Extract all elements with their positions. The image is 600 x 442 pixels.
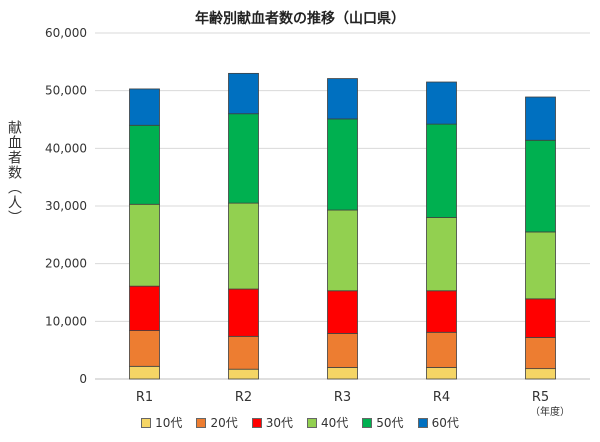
bar-segment	[426, 331, 457, 368]
x-tick-label: R4	[433, 390, 450, 405]
bar-segment	[228, 335, 259, 370]
bar-segment	[426, 367, 457, 380]
legend-item: 60代	[417, 414, 459, 431]
legend-item: 30代	[251, 414, 293, 431]
bar-segment	[426, 290, 457, 333]
legend-label: 10代	[155, 416, 183, 430]
y-tick-label: 20,000	[45, 257, 87, 271]
bar-segment	[525, 96, 556, 141]
y-tick-label: 30,000	[45, 199, 87, 213]
legend-item: 10代	[141, 414, 182, 431]
x-tick-label: R1	[136, 390, 153, 405]
bar-segment	[129, 203, 160, 287]
y-tick-label: 40,000	[45, 141, 87, 155]
bar-segment	[129, 124, 160, 205]
legend-swatch	[362, 417, 373, 428]
bar-segment	[327, 290, 358, 334]
x-axis-unit-label: （年度）	[530, 407, 570, 418]
legend-item: 40代	[307, 414, 348, 431]
y-tick-label: 50,000	[45, 84, 87, 98]
x-tick-label: R2	[235, 390, 252, 405]
y-axis-label: 献血者数（人）	[6, 120, 22, 225]
bar-segment	[327, 78, 358, 120]
bar-segment	[426, 81, 457, 125]
bar-segment	[525, 298, 556, 338]
bar-segment	[129, 365, 160, 380]
legend-swatch	[251, 417, 262, 428]
y-tick-label: 0	[79, 372, 87, 386]
bar-segment	[525, 337, 556, 370]
x-tick-label: R3	[334, 390, 351, 405]
bar-segment	[129, 88, 160, 126]
bar-segment	[228, 72, 259, 115]
bar-segment	[228, 113, 259, 204]
y-tick-label: 10,000	[45, 314, 87, 328]
legend-item: 50代	[362, 414, 404, 431]
bar-segment	[129, 285, 160, 331]
bar-segment	[228, 368, 259, 380]
x-tick-label: R5	[532, 390, 549, 405]
legend-label: 20代	[210, 416, 238, 430]
legend-label: 60代	[431, 416, 459, 430]
legend-swatch	[196, 417, 207, 428]
bar-segment	[228, 202, 259, 290]
legend-label: 40代	[321, 416, 349, 430]
legend-label: 30代	[265, 416, 293, 430]
bar-segment	[426, 217, 457, 292]
legend-swatch	[141, 417, 152, 428]
bar-segment	[525, 139, 556, 233]
legend-item: 20代	[196, 414, 238, 431]
bar-segment	[327, 367, 358, 380]
chart-title: 年齢別献血者数の推移（山口県）	[195, 11, 405, 27]
legend-label: 50代	[376, 416, 404, 430]
chart-legend: 10代 20代 30代 40代 50代 60代	[0, 414, 600, 431]
bar-segment	[228, 288, 259, 337]
legend-swatch	[307, 417, 317, 428]
bar-segment	[525, 231, 556, 300]
y-tick-label: 60,000	[45, 26, 87, 40]
bar-segment	[327, 209, 358, 292]
legend-swatch	[417, 417, 428, 428]
bar-segment	[129, 330, 160, 367]
bar-segment	[327, 118, 358, 211]
bar-segment	[327, 333, 358, 368]
bar-segment	[426, 123, 457, 218]
bar-segment	[525, 368, 556, 380]
